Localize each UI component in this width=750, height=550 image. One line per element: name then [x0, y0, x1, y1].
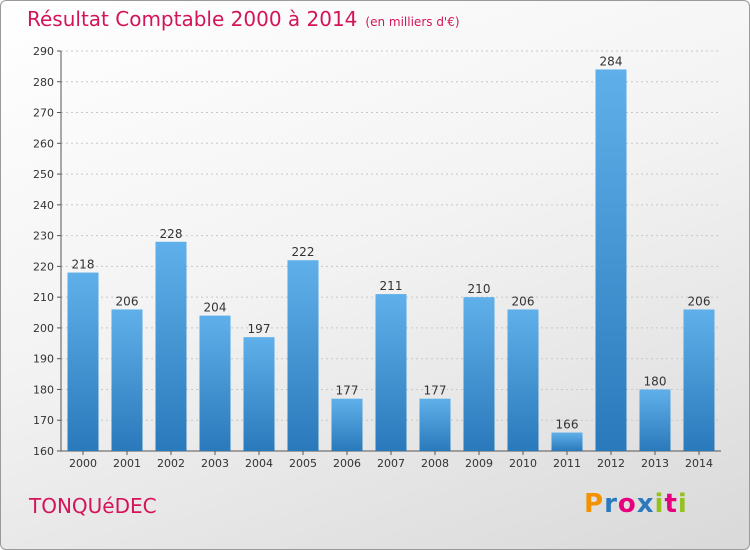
- x-tick-label-2011: 2011: [553, 457, 581, 470]
- data-label-2002: 228: [160, 227, 183, 241]
- data-label-2013: 180: [644, 374, 667, 388]
- data-label-2009: 210: [468, 282, 491, 296]
- bar-2011: [551, 432, 583, 451]
- data-label-2006: 177: [336, 384, 359, 398]
- y-tick-label: 170: [33, 414, 54, 427]
- logo-letter: t: [664, 489, 678, 519]
- data-label-2008: 177: [424, 384, 447, 398]
- bar-2006: [331, 398, 363, 451]
- y-tick-label: 270: [33, 107, 54, 120]
- bar-2012: [595, 69, 627, 451]
- bar-2001: [111, 309, 143, 451]
- x-tick-label-2009: 2009: [465, 457, 493, 470]
- y-tick-label: 190: [33, 353, 54, 366]
- x-tick-labels: 2000 2001 2002 2003 2004 2005 2006 2007 2008 2009…: [69, 457, 713, 470]
- data-label-2005: 222: [292, 245, 315, 259]
- chart-unit-label: (en milliers d'€): [365, 15, 460, 29]
- bar-2007: [375, 294, 407, 451]
- y-tick-label: 230: [33, 230, 54, 243]
- data-label-2012: 284: [600, 54, 623, 68]
- x-tick-label-2006: 2006: [333, 457, 361, 470]
- x-tick-label-2001: 2001: [113, 457, 141, 470]
- bars: [67, 69, 715, 451]
- y-tick-label: 220: [33, 260, 54, 273]
- bar-2010: [507, 309, 539, 451]
- y-tick-label: 260: [33, 137, 54, 150]
- logo-letter: P: [584, 489, 605, 519]
- x-tick-label-2002: 2002: [157, 457, 185, 470]
- x-tick-label-2003: 2003: [201, 457, 229, 470]
- bar-2005: [287, 260, 319, 451]
- y-tick-label: 160: [33, 445, 54, 458]
- y-tick-label: 180: [33, 383, 54, 396]
- x-tick-label-2000: 2000: [69, 457, 97, 470]
- data-label-2003: 204: [204, 301, 227, 315]
- y-tick-label: 290: [33, 45, 54, 58]
- y-tick-label: 210: [33, 291, 54, 304]
- chart-title: Résultat Comptable 2000 à 2014 (en millie…: [27, 7, 460, 31]
- bar-2003: [199, 315, 231, 451]
- x-tick-label-2008: 2008: [421, 457, 449, 470]
- data-label-2004: 197: [248, 322, 271, 336]
- chart-title-text: Résultat Comptable 2000 à 2014: [27, 7, 358, 31]
- logo-letter: i: [677, 489, 688, 519]
- data-label-2010: 206: [512, 294, 535, 308]
- x-tick-label-2004: 2004: [245, 457, 273, 470]
- x-tick-label-2014: 2014: [685, 457, 713, 470]
- data-label-2007: 211: [380, 279, 403, 293]
- y-tick-label: 200: [33, 322, 54, 335]
- y-tick-labels: 160 170 180 190 200 210 220 230 240 250 260 270 280 2…: [33, 45, 54, 458]
- bar-2009: [463, 297, 495, 451]
- x-tick-label-2010: 2010: [509, 457, 537, 470]
- y-tick-label: 250: [33, 168, 54, 181]
- logo-letter: o: [617, 489, 637, 519]
- bar-2014: [683, 309, 715, 451]
- data-label-2001: 206: [116, 294, 139, 308]
- bar-2000: [67, 272, 99, 451]
- bar-2008: [419, 398, 451, 451]
- bar-2002: [155, 241, 187, 451]
- data-labels: 218 206 228 204 197 222 177 211 177 210 206 166 284 1…: [72, 54, 711, 431]
- bar-2013: [639, 389, 671, 451]
- logo-letter: r: [604, 489, 618, 519]
- proxiti-logo[interactable]: Proxiti: [584, 489, 688, 519]
- commune-name: TONQUéDEC: [29, 494, 157, 518]
- data-label-2014: 206: [688, 294, 711, 308]
- data-label-2011: 166: [556, 418, 579, 432]
- x-tick-label-2013: 2013: [641, 457, 669, 470]
- x-tick-label-2012: 2012: [597, 457, 625, 470]
- x-tick-label-2007: 2007: [377, 457, 405, 470]
- x-tick-label-2005: 2005: [289, 457, 317, 470]
- logo-letter: i: [654, 489, 665, 519]
- y-tick-label: 280: [33, 76, 54, 89]
- logo-letter: x: [636, 489, 655, 519]
- data-label-2000: 218: [72, 258, 95, 272]
- bar-2004: [243, 337, 275, 451]
- y-tick-label: 240: [33, 199, 54, 212]
